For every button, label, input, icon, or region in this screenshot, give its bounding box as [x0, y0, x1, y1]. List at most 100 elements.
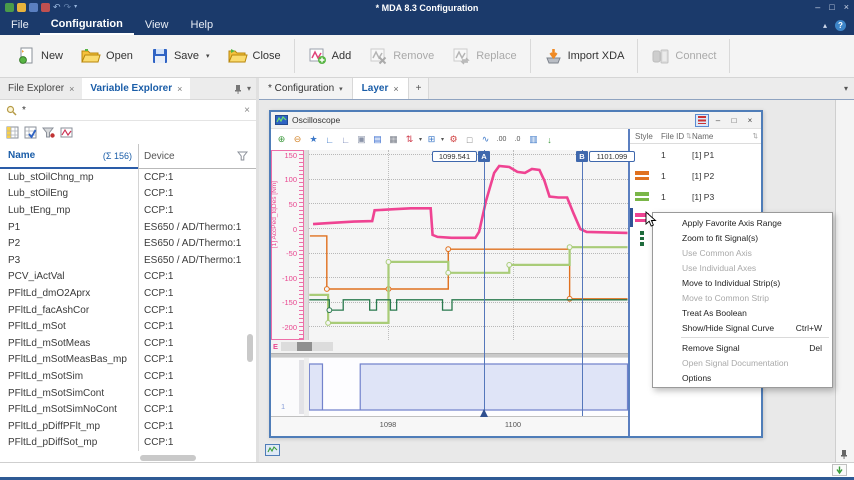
settings-gear-icon[interactable]: ⚙ [449, 134, 458, 144]
chevron-down-icon[interactable]: ▾ [339, 85, 343, 93]
x-axis[interactable]: 1098 1100 [271, 416, 628, 436]
signal-row[interactable] [630, 228, 761, 249]
column-header-name[interactable]: Name (Σ 156) [0, 144, 138, 169]
boolean-axis-scrollbar[interactable] [299, 360, 304, 414]
minimize-button[interactable]: – [815, 2, 821, 12]
maximize-button[interactable]: □ [829, 2, 835, 12]
signal-style-swatch[interactable] [635, 231, 661, 246]
filter-funnel-icon[interactable] [237, 151, 248, 161]
status-export-icon[interactable] [832, 464, 847, 476]
curve-P2[interactable] [309, 235, 628, 300]
curve-boolean-strip-signal[interactable] [309, 363, 628, 411]
signal-row[interactable]: 1 [1] P3 [630, 186, 761, 207]
export-icon[interactable]: ↓ [547, 134, 552, 145]
tab-file-explorer[interactable]: File Explorer × [0, 78, 82, 99]
pin-icon[interactable] [234, 84, 242, 94]
fit-view-icon[interactable]: ⊞ [427, 134, 436, 144]
boolean-plot-area[interactable] [309, 358, 628, 416]
close-tab-icon[interactable]: × [177, 83, 183, 94]
menu-item-move-to-individual-strip-s[interactable]: Move to Individual Strip(s) [653, 275, 832, 290]
auto-axis-icon[interactable]: ∟ [341, 134, 350, 145]
new-layer-tab-button[interactable]: + [408, 78, 430, 99]
variable-search-bar[interactable]: * × [0, 100, 256, 121]
name-column-header[interactable]: Name ⇅ [692, 132, 761, 141]
boolean-axis[interactable]: 1 [271, 358, 304, 416]
table-row[interactable]: PFltLd_mSotSim CCP:1 [0, 368, 256, 385]
save-as-icon[interactable] [41, 3, 50, 12]
tab-variable-explorer[interactable]: Variable Explorer × [82, 78, 191, 99]
fileid-column-header[interactable]: File ID ⇅ [661, 132, 692, 141]
table-row[interactable]: P1 ES650 / AD/Thermo:1 [0, 218, 256, 236]
curve-preview-icon[interactable]: ∿ [481, 134, 490, 144]
redo-icon[interactable]: ↷ [63, 2, 72, 12]
save-icon[interactable] [29, 3, 38, 12]
signal-preview-icon[interactable] [60, 126, 73, 139]
tab-configuration[interactable]: * Configuration ▾ [259, 78, 353, 99]
menu-item-zoom-to-fit-signal-s[interactable]: Zoom to fit Signal(s) [653, 230, 832, 245]
table-row[interactable]: P3 ES650 / AD/Thermo:1 [0, 251, 256, 269]
signal-style-swatch[interactable] [635, 171, 661, 180]
clear-filter-icon[interactable] [42, 126, 55, 139]
print-icon[interactable]: ▦ [389, 134, 398, 144]
curve-AccPed_tqDes[interactable] [312, 164, 628, 240]
horizontal-scrollbar[interactable] [0, 454, 256, 462]
table-row[interactable]: PFltLd_mSot CCP:1 [0, 318, 256, 335]
chevron-down-icon[interactable]: ▾ [246, 84, 251, 93]
minimized-instrument-icon[interactable] [265, 444, 280, 456]
zoom-out-icon[interactable]: ⊖ [293, 134, 302, 144]
table-row[interactable]: Lub_stOilEng CCP:1 [0, 185, 256, 203]
table-row[interactable]: P2 ES650 / AD/Thermo:1 [0, 235, 256, 252]
menu-item-show-hide-signal-curve[interactable]: Show/Hide Signal Curve Ctrl+W [653, 320, 832, 335]
help-icon[interactable]: ? [835, 19, 846, 31]
y-axis[interactable]: [1] AccPed_tqDes [Nm] 150 100 50 0 -50 -100 -1… [271, 150, 304, 340]
table-row[interactable]: PFltLd_mSotMeasBas_mp CCP:1 [0, 351, 256, 369]
sort-icon[interactable]: ⇅ [752, 133, 758, 140]
qat-dropdown-icon[interactable]: ▾ [74, 4, 78, 10]
table-row[interactable]: PFltLd_mSotMeas CCP:1 [0, 334, 256, 352]
decimal-add-icon[interactable]: .00 [496, 136, 507, 143]
table-row[interactable]: Lub_stOilChng_mp CCP:1 [0, 169, 256, 186]
signal-style-swatch[interactable] [635, 213, 661, 222]
sort-icon[interactable]: ⇅ [686, 133, 692, 140]
menu-item-options[interactable]: Options [653, 370, 832, 385]
save-button[interactable]: Save ▾ [142, 42, 219, 70]
menu-item-treat-as-boolean[interactable]: Treat As Boolean [653, 305, 832, 320]
style-column-header[interactable]: Style [635, 131, 653, 141]
replace-button[interactable]: Replace [443, 42, 525, 70]
select-columns-icon[interactable] [24, 126, 37, 139]
menu-configuration[interactable]: Configuration [39, 15, 134, 35]
table-row[interactable]: PFltLd_mSotSimNoCont CCP:1 [0, 401, 256, 418]
menu-view[interactable]: View [144, 19, 169, 31]
save-dropdown-icon[interactable]: ▾ [206, 53, 210, 60]
signal-row[interactable]: 1 [1] P1 [630, 144, 761, 165]
signal-row[interactable]: 1 [1] P2 [630, 165, 761, 186]
undo-icon[interactable]: ↶ [53, 2, 61, 12]
instrument-close-button[interactable]: × [747, 115, 753, 125]
axis-scrollbar-thumb[interactable] [297, 342, 313, 351]
decimal-remove-icon[interactable]: .0 [514, 136, 521, 143]
table-view-icon[interactable]: ▥ [529, 134, 538, 144]
remove-button[interactable]: Remove [360, 42, 443, 70]
menu-item-apply-favorite-axis-range[interactable]: Apply Favorite Axis Range [653, 215, 832, 230]
curve-P3[interactable] [309, 246, 628, 324]
chevron-down-icon[interactable]: ▾ [419, 137, 423, 143]
table-row[interactable]: Lub_tEng_mp CCP:1 [0, 202, 256, 219]
save-image-icon[interactable]: ▤ [373, 134, 382, 144]
strip-scrollbar[interactable] [304, 150, 309, 340]
zoom-in-icon[interactable]: ⊕ [277, 134, 286, 144]
table-row[interactable]: PFltLd_pDiffSot_mp CCP:1 [0, 434, 256, 452]
horizontal-scrollbar-thumb[interactable] [140, 455, 196, 461]
connect-button[interactable]: Connect [642, 42, 725, 70]
plot-area[interactable] [309, 150, 628, 340]
import-xda-button[interactable]: Import XDA [535, 42, 634, 70]
tab-list-chevron-icon[interactable]: ▾ [843, 84, 848, 93]
curve-boolean-state-signal[interactable] [309, 299, 628, 311]
close-config-button[interactable]: Close [219, 42, 290, 70]
chevron-down-icon[interactable]: ▾ [441, 137, 445, 143]
plot-signallist-divider[interactable] [628, 129, 630, 436]
show-columns-icon[interactable] [6, 126, 19, 139]
open-button[interactable]: Open [72, 42, 142, 70]
strip-splitter[interactable] [271, 353, 628, 358]
open-icon[interactable] [17, 3, 26, 12]
close-tab-icon[interactable]: × [69, 83, 75, 94]
